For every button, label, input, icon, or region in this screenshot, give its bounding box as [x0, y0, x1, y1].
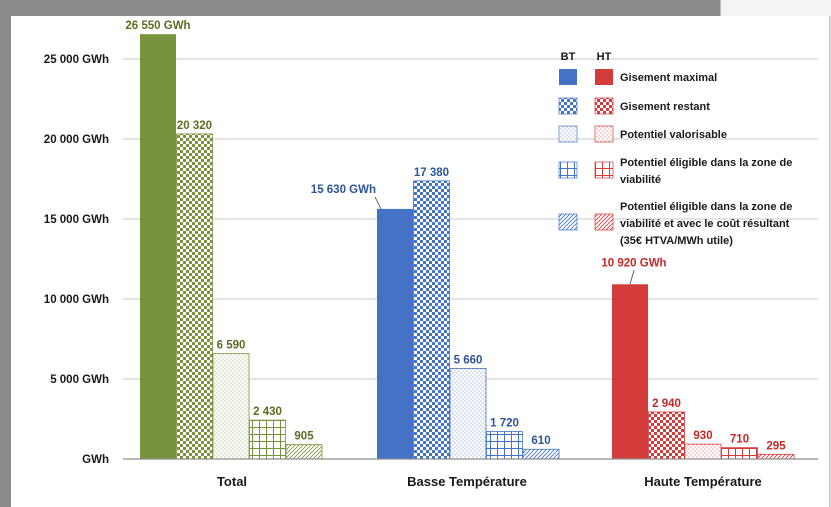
legend-label: Potentiel valorisable — [620, 129, 727, 141]
data-label-bt-5: 610 — [531, 435, 550, 447]
legend-item-4: Potentiel éligible dans la zone de viabil… — [558, 157, 792, 186]
legend-label: (35€ HTVA/MWh utile) — [620, 235, 733, 247]
legend-swatch-ht — [594, 161, 614, 179]
bar-bt-1 — [377, 208, 413, 459]
data-label-bt-4: 1 720 — [490, 417, 519, 429]
legend-label: Gisement maximal — [620, 72, 717, 84]
bar-ht-5 — [757, 453, 795, 460]
data-label-ht-2: 2 940 — [652, 398, 681, 410]
legend-label: viabilité — [620, 174, 661, 186]
y-tick-label: 10 000 GWh — [44, 294, 109, 306]
legend-header-ht: HT — [597, 51, 612, 63]
data-label-ht-5: 295 — [766, 440, 786, 452]
legend-item-2: Gisement restant — [558, 97, 710, 115]
legend-swatch-ht — [594, 213, 614, 231]
legend-swatch-bt — [558, 97, 578, 115]
legend-item-1: Gisement maximal — [559, 69, 717, 85]
bar-total-3 — [212, 353, 250, 460]
data-label-total-3: 6 590 — [217, 340, 246, 352]
legend-item-3: Potentiel valorisable — [558, 125, 727, 143]
data-label-bt-1: 15 630 GWh — [311, 184, 376, 196]
y-tick-label: 25 000 GWh — [44, 54, 109, 66]
bar-group-ht: 10 920 GWh 2 940 930 710 295 — [601, 257, 795, 460]
bar-bt-5 — [522, 448, 560, 460]
legend-label: Potentiel éligible dans la zone de — [620, 201, 792, 213]
bar-bt-2 — [413, 180, 450, 460]
legend-swatch-bt — [558, 161, 578, 179]
data-label-bt-3: 5 660 — [454, 354, 483, 366]
bar-ht-2 — [648, 411, 685, 460]
category-label-total: Total — [217, 474, 247, 489]
bar-bt-4 — [486, 431, 523, 460]
legend-label: viabilité et avec le coût résultant — [620, 218, 790, 230]
frame-top-bar — [0, 0, 831, 16]
y-tick-label: 20 000 GWh — [44, 134, 109, 146]
legend-item-5: Potentiel éligible dans la zone de viabil… — [558, 201, 792, 247]
y-tick-label: 5 000 GWh — [50, 374, 109, 386]
category-label-ht: Haute Température — [644, 474, 762, 489]
y-tick-label: GWh — [82, 454, 109, 466]
legend-header-bt: BT — [561, 51, 576, 63]
leader-line — [629, 270, 635, 285]
y-axis: GWh 5 000 GWh 10 000 GWh 15 000 GWh 20 000 G… — [44, 54, 109, 466]
bar-group-bt: 15 630 GWh 17 380 5 660 1 720 610 — [311, 167, 560, 460]
data-label-total-5: 905 — [294, 431, 314, 443]
data-label-total-1: 26 550 GWh — [125, 20, 190, 32]
legend-swatch-bt — [558, 213, 578, 231]
legend-swatch-bt — [559, 69, 577, 85]
category-label-bt: Basse Température — [407, 474, 527, 489]
legend-swatch-ht — [595, 69, 613, 85]
bar-total-1 — [140, 34, 176, 459]
bar-total-5 — [285, 444, 323, 460]
data-label-ht-3: 930 — [693, 430, 712, 442]
x-axis: Total Basse Température Haute Température — [123, 458, 818, 489]
gridlines — [123, 58, 818, 380]
legend-swatch-bt — [558, 125, 578, 143]
data-label-total-4: 2 430 — [253, 406, 282, 418]
bar-ht-1 — [612, 284, 648, 459]
bar-total-4 — [249, 419, 286, 460]
leader-line — [374, 196, 382, 210]
legend: BT HT Gisement maximal Gisement restant Pote… — [558, 51, 792, 247]
data-label-ht-4: 710 — [730, 434, 749, 446]
frame-left-bar — [0, 0, 11, 507]
legend-label: Potentiel éligible dans la zone de — [620, 157, 792, 169]
frame-corner-tab — [720, 0, 831, 16]
bar-bt-3 — [449, 368, 487, 460]
bar-ht-4 — [721, 447, 758, 460]
data-label-total-2: 20 320 — [177, 120, 212, 132]
y-tick-label: 15 000 GWh — [44, 214, 109, 226]
data-label-ht-1: 10 920 GWh — [601, 257, 666, 269]
bar-total-2 — [176, 133, 213, 460]
frame-right-edge — [829, 16, 831, 507]
legend-label: Gisement restant — [620, 101, 710, 113]
legend-swatch-ht — [594, 125, 614, 143]
legend-swatch-ht — [594, 97, 614, 115]
bar-group-total: 26 550 GWh 20 320 6 590 2 430 905 — [125, 20, 323, 460]
bar-ht-3 — [684, 443, 722, 460]
data-label-bt-2: 17 380 — [414, 167, 449, 179]
